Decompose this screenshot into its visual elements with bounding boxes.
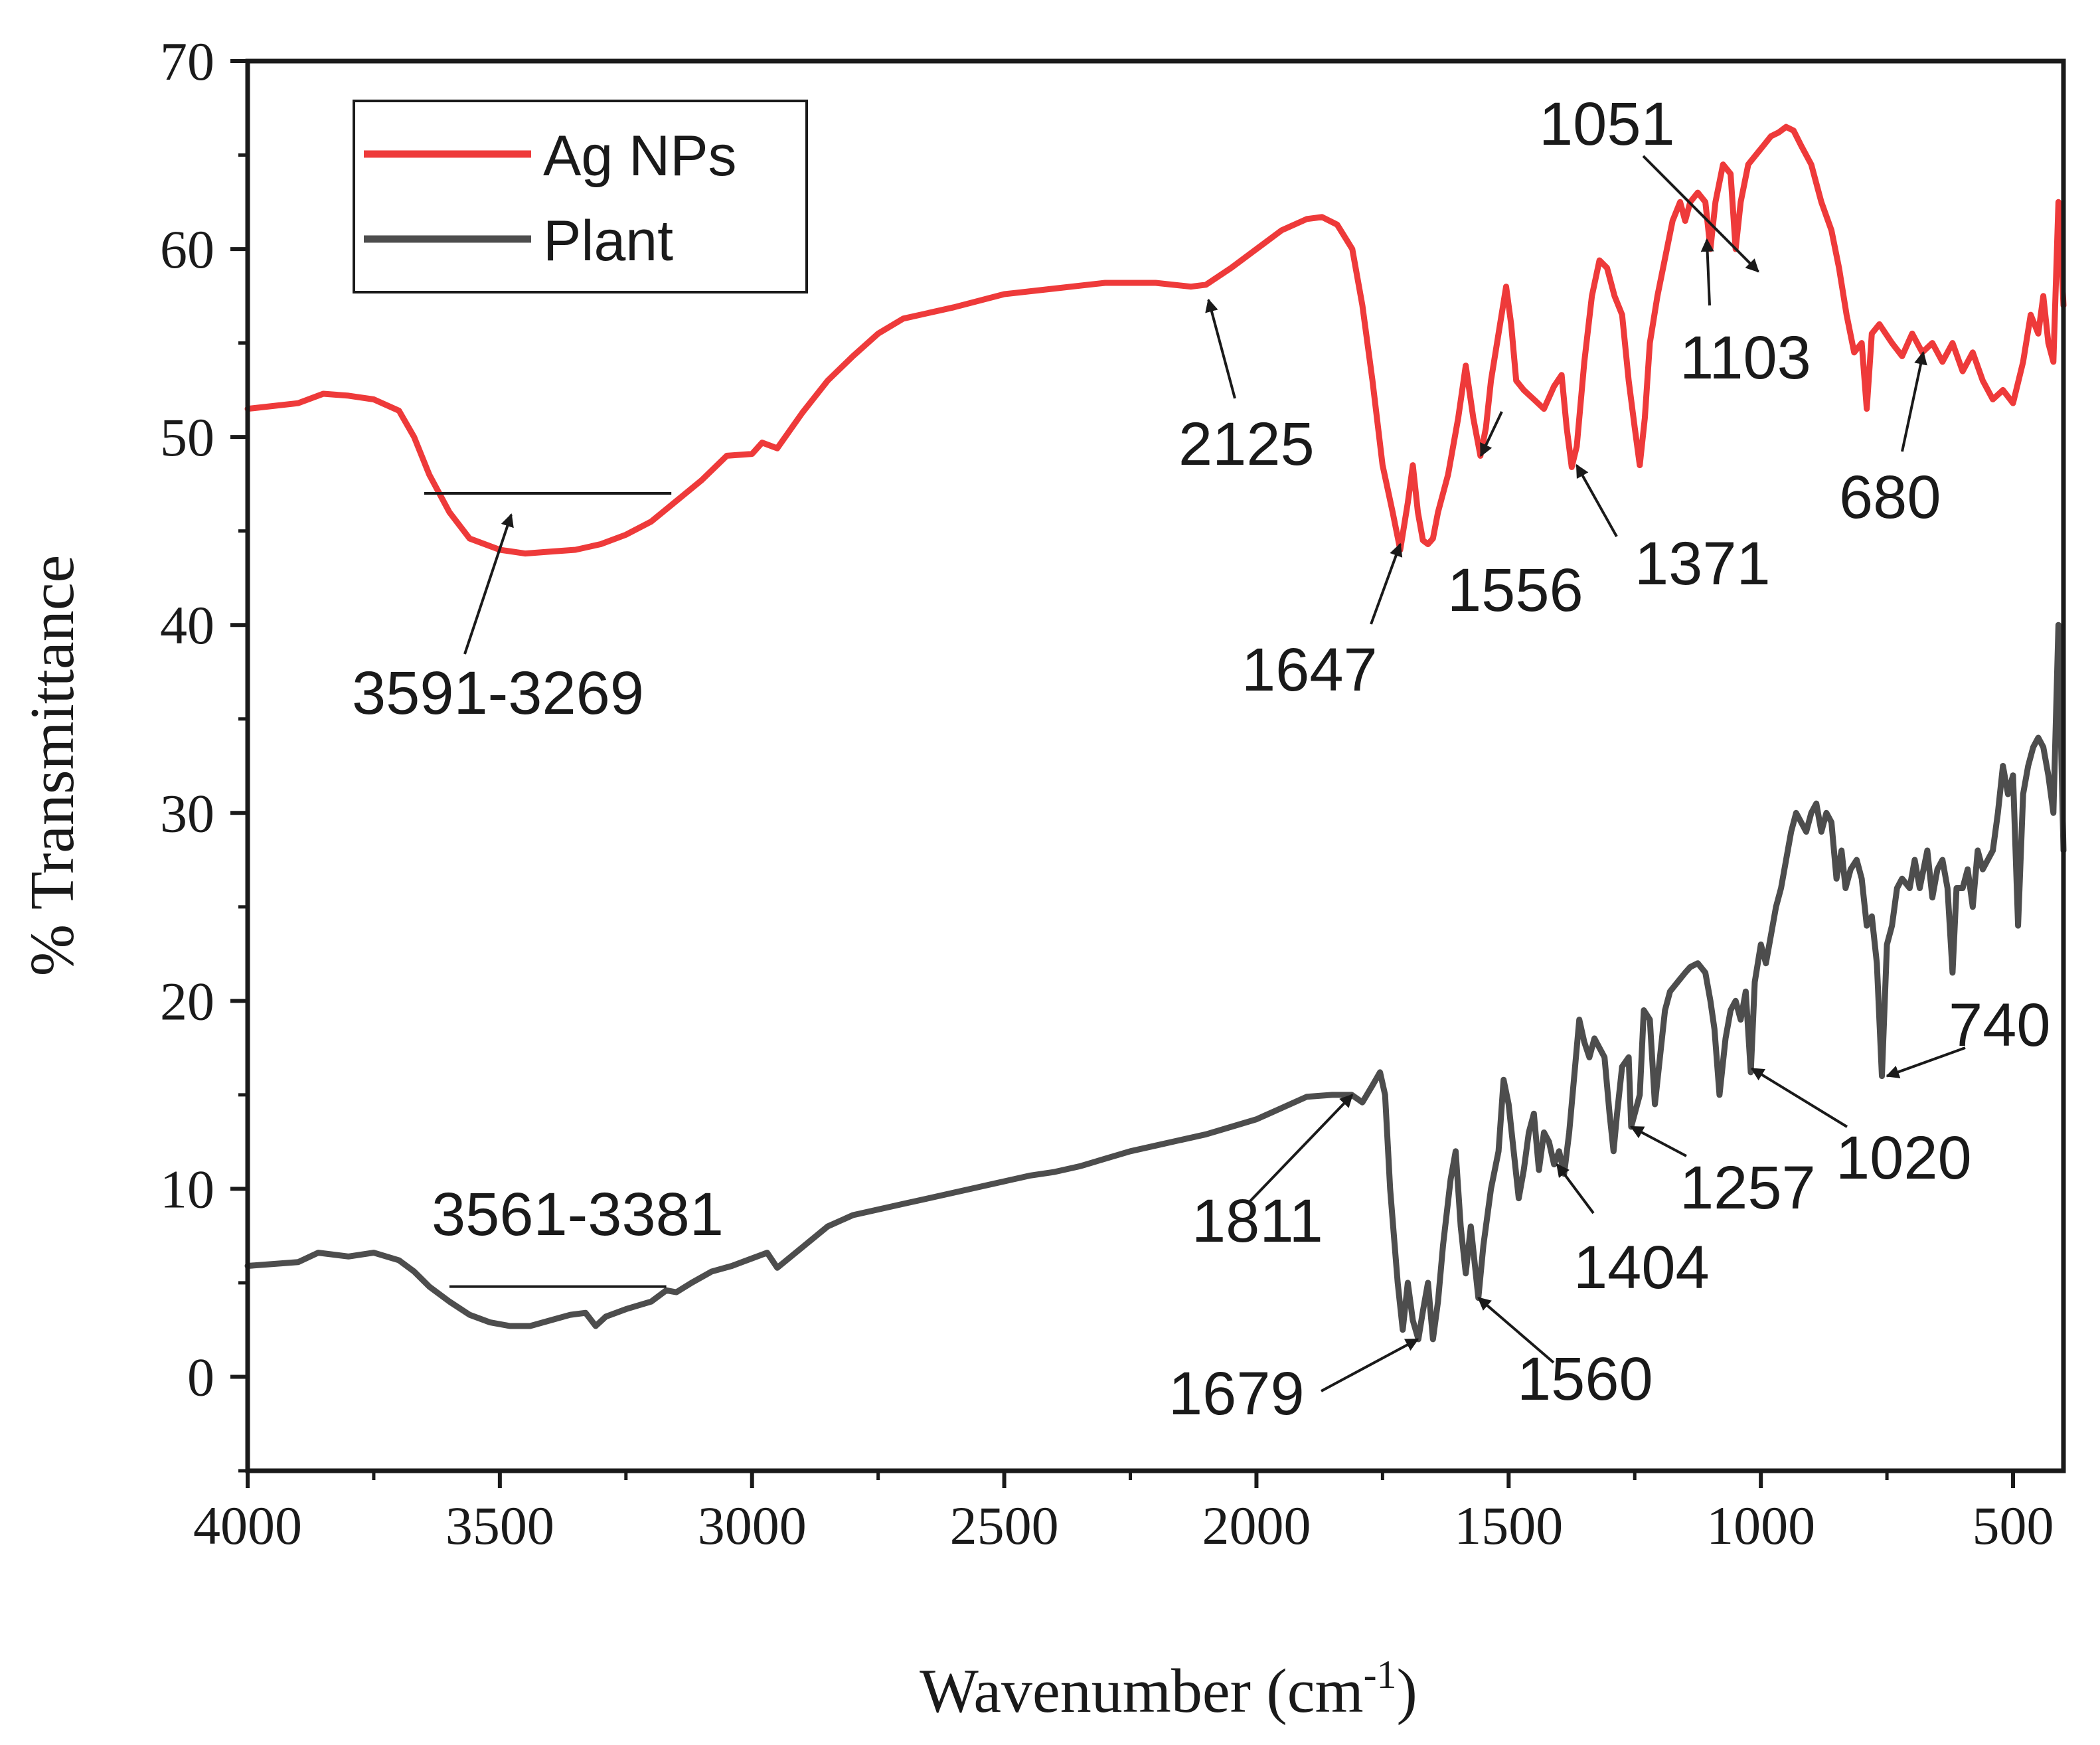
legend-label-ag-nps: Ag NPs xyxy=(543,124,737,188)
peak-arrow-1560 xyxy=(1477,1297,1555,1364)
y-axis-title: % Transmittance xyxy=(18,555,87,976)
y-tick-label: 0 xyxy=(187,1347,214,1407)
peak-label-1556: 1556 xyxy=(1447,556,1583,624)
peak-label-1404: 1404 xyxy=(1574,1234,1710,1301)
y-tick-label: 50 xyxy=(160,407,214,467)
x-tick-label: 1000 xyxy=(1706,1495,1815,1556)
peak-label-740: 740 xyxy=(1949,991,2051,1059)
y-tick-label: 20 xyxy=(160,971,214,1031)
peak-arrow-740 xyxy=(1886,1046,1966,1078)
x-tick-label: 1500 xyxy=(1454,1495,1563,1556)
legend-box xyxy=(353,100,808,293)
y-tick-label: 30 xyxy=(160,783,214,843)
peak-arrow-2125 xyxy=(1205,298,1236,399)
peak-label-1647: 1647 xyxy=(1242,636,1378,704)
x-axis-title-main: Wavenumber (cm xyxy=(920,1657,1363,1726)
legend-label-plant: Plant xyxy=(543,209,673,273)
peak-arrow-1020 xyxy=(1750,1067,1848,1128)
peak-label-1257: 1257 xyxy=(1680,1154,1816,1222)
range-label-3591-3269: 3591-3269 xyxy=(352,659,644,727)
peak-label-680: 680 xyxy=(1839,463,1941,531)
x-axis-ticks: 4000 3500 3000 2500 2000 1500 1000 500 xyxy=(193,1471,2054,1556)
x-tick-label: 2000 xyxy=(1202,1495,1311,1556)
legend: Ag NPs Plant xyxy=(353,100,808,293)
peak-label-2125: 2125 xyxy=(1178,410,1315,478)
peak-label-1560: 1560 xyxy=(1517,1345,1653,1413)
x-tick-label: 4000 xyxy=(193,1495,302,1556)
y-tick-label: 10 xyxy=(160,1159,214,1219)
x-axis-title: Wavenumber (cm-1) xyxy=(920,1653,1417,1726)
peak-arrow-1679 xyxy=(1321,1338,1419,1392)
peak-label-1020: 1020 xyxy=(1836,1124,1972,1192)
peak-arrow-680 xyxy=(1901,351,1927,452)
peak-label-1371: 1371 xyxy=(1635,530,1771,598)
peak-arrow-1647 xyxy=(1370,542,1403,625)
range-label-3561-3381: 3561-3381 xyxy=(432,1181,724,1248)
series-layer xyxy=(244,124,2067,1343)
range-annotation-layer: 3591-3269 3561-3381 xyxy=(352,492,724,1288)
y-axis-ticks: 0 10 20 30 40 50 60 70 xyxy=(160,31,248,1473)
peak-label-1811: 1811 xyxy=(1192,1187,1323,1255)
peak-arrow-1051 xyxy=(1642,155,1759,273)
peak-arrow-1556 xyxy=(1479,411,1503,457)
peak-label-1103: 1103 xyxy=(1680,324,1811,392)
x-axis-title-superscript: -1 xyxy=(1364,1653,1397,1697)
x-tick-label: 3500 xyxy=(445,1495,554,1556)
y-tick-label: 60 xyxy=(160,219,214,280)
series-line-plant xyxy=(244,622,2067,1343)
peak-label-1051: 1051 xyxy=(1539,90,1675,158)
y-tick-label: 40 xyxy=(160,595,214,655)
peak-arrow-1103 xyxy=(1700,238,1714,306)
peak-arrow-1811 xyxy=(1247,1094,1354,1205)
x-tick-label: 2500 xyxy=(950,1495,1059,1556)
plot-frame xyxy=(245,58,2066,1473)
series-line-ag-nps xyxy=(244,124,2067,557)
x-tick-label: 3000 xyxy=(698,1495,807,1556)
range-arrow-3591-3269 xyxy=(463,513,514,655)
y-tick-label: 70 xyxy=(160,31,214,92)
peak-arrow-1371 xyxy=(1575,463,1618,537)
x-tick-label: 500 xyxy=(1973,1495,2054,1556)
peak-label-1679: 1679 xyxy=(1169,1360,1305,1428)
peak-arrow-1404 xyxy=(1556,1163,1595,1214)
x-axis-title-close: ) xyxy=(1397,1657,1417,1726)
peak-arrow-1257 xyxy=(1630,1125,1687,1157)
peak-annotation-layer: 2125 1647 1556 1371 1103 1051 680 1811 1679 1560 1… xyxy=(1169,90,2051,1428)
